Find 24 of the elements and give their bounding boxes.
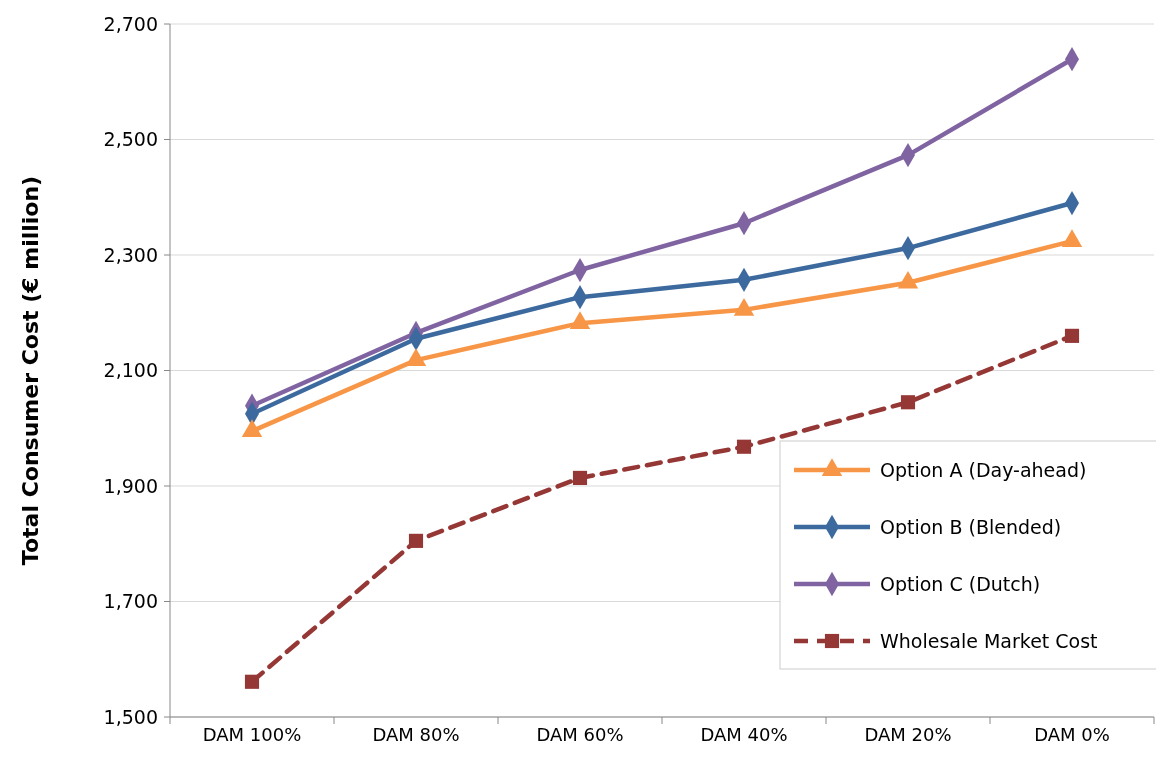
x-tick-label: DAM 80%	[372, 724, 460, 745]
y-tick-label: 2,700	[103, 12, 158, 35]
y-tick-label: 1,500	[103, 705, 158, 728]
x-tick-label: DAM 60%	[536, 724, 624, 745]
y-tick-label: 2,300	[103, 243, 158, 266]
point	[1064, 328, 1080, 343]
x-tick-label: DAM 0%	[1034, 724, 1110, 745]
legend-label: Option B (Blended)	[880, 515, 1062, 538]
x-tick-label: DAM 40%	[700, 724, 788, 745]
y-tick-label: 1,900	[103, 474, 158, 497]
point	[900, 395, 916, 410]
y-tick-label: 2,100	[103, 359, 158, 382]
legend-label: Wholesale Market Cost	[880, 629, 1098, 652]
legend-label: Option C (Dutch)	[880, 572, 1041, 595]
y-tick-label: 2,500	[103, 128, 158, 151]
point	[244, 674, 260, 689]
x-tick-label: DAM 20%	[864, 724, 952, 745]
point	[736, 439, 752, 454]
point	[408, 533, 424, 548]
y-axis-title: Total Consumer Cost (€ million)	[17, 175, 43, 566]
y-tick-label: 1,700	[103, 590, 158, 613]
point	[572, 470, 588, 485]
legend-label: Option A (Day-ahead)	[880, 458, 1087, 481]
x-tick-label: DAM 100%	[202, 724, 302, 745]
